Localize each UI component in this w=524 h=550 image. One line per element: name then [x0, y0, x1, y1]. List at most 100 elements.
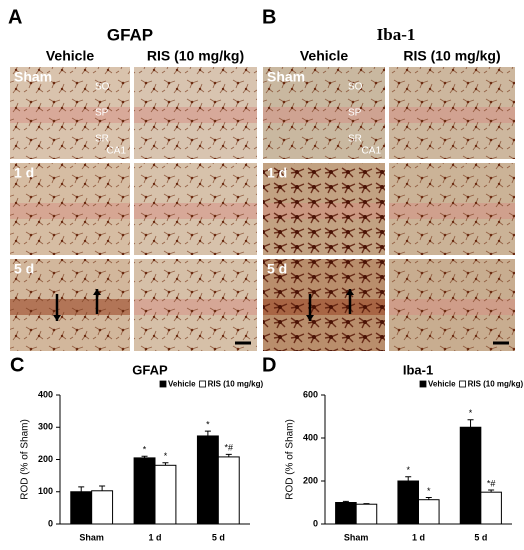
bar [133, 457, 156, 525]
layer-label: SR [95, 134, 109, 145]
bar [154, 464, 177, 525]
significance: *# [487, 478, 496, 488]
panel-letter: C [10, 354, 24, 376]
y-tick-label: 0 [48, 518, 53, 528]
texture [10, 67, 130, 159]
legend-swatch [159, 380, 167, 388]
arrow-head [93, 289, 101, 295]
layer-label: SO [95, 82, 110, 93]
error-bar [425, 497, 432, 500]
chart-title: GFAP [132, 362, 168, 377]
bar [217, 456, 240, 525]
y-axis-label: ROD (% of Sham) [20, 419, 31, 500]
error-bar [204, 430, 211, 436]
legend-label: RIS (10 mg/kg) [208, 380, 264, 389]
region-label: CA1 [362, 146, 382, 157]
legend-label: RIS (10 mg/kg) [468, 380, 524, 389]
significance: * [143, 445, 147, 455]
error-bar [488, 489, 495, 493]
layer-label: SR [348, 134, 362, 145]
region-label: CA1 [107, 146, 127, 157]
bar [91, 490, 114, 525]
x-tick-label: Sham [79, 532, 104, 542]
error-bar [363, 503, 370, 505]
error-bar [141, 455, 148, 458]
significance: * [427, 486, 431, 496]
layer-label: SP [348, 108, 362, 119]
error-bar [405, 476, 412, 481]
texture [134, 259, 257, 351]
texture [10, 259, 130, 351]
legend-swatch [199, 380, 206, 388]
legend-swatch [459, 380, 466, 388]
significance: *# [225, 443, 234, 453]
error-bar [342, 500, 349, 503]
bar [459, 426, 482, 525]
y-tick-label: 300 [38, 422, 53, 432]
row-label: 5 d [267, 261, 287, 277]
x-tick-label: 5 d [212, 532, 225, 542]
row-label: 5 d [14, 261, 34, 277]
row-label: Sham [14, 69, 52, 85]
layer-label: SO [348, 82, 363, 93]
row-label: 1 d [267, 165, 287, 181]
legend-label: Vehicle [428, 380, 456, 389]
arrow-head [306, 315, 314, 321]
arrow-head [346, 289, 354, 295]
y-tick-label: 0 [313, 518, 318, 528]
chart-title: Iba-1 [403, 362, 433, 377]
y-tick-label: 600 [303, 389, 318, 399]
error-bar [225, 453, 232, 457]
y-tick-label: 400 [303, 432, 318, 442]
arrow-head [53, 315, 61, 321]
bar [418, 499, 440, 525]
bar [397, 480, 419, 525]
bar [70, 491, 93, 525]
significance: * [164, 451, 168, 461]
column-header: Vehicle [300, 48, 348, 64]
significance: * [206, 419, 210, 429]
bar [480, 491, 502, 525]
error-bar [99, 485, 106, 491]
texture [389, 259, 515, 351]
texture [10, 163, 130, 255]
x-tick-label: 1 d [148, 532, 161, 542]
error-bar [78, 486, 85, 492]
legend-label: Vehicle [168, 380, 196, 389]
y-tick-label: 200 [303, 475, 318, 485]
column-header: RIS (10 mg/kg) [403, 48, 500, 64]
panel-letter: A [8, 6, 22, 28]
column-header: Vehicle [46, 48, 94, 64]
error-bar [467, 419, 474, 428]
column-header: RIS (10 mg/kg) [147, 48, 244, 64]
panel-letter: D [262, 354, 276, 376]
texture [134, 67, 257, 159]
significance: * [469, 408, 473, 418]
legend-swatch [419, 380, 427, 388]
y-axis-label: ROD (% of Sham) [285, 419, 296, 500]
y-tick-label: 100 [38, 486, 53, 496]
texture [263, 67, 385, 159]
texture [389, 163, 515, 255]
x-tick-label: Sham [344, 532, 369, 542]
bar [335, 502, 357, 525]
layer-label: SP [95, 108, 109, 119]
significance: * [406, 465, 410, 475]
x-tick-label: 5 d [474, 532, 487, 542]
panel-title: GFAP [107, 25, 153, 44]
row-label: 1 d [14, 165, 34, 181]
panel-title: Iba-1 [377, 25, 416, 44]
panel-letter: B [262, 6, 276, 28]
x-tick-label: 1 d [412, 532, 425, 542]
texture [134, 163, 257, 255]
y-tick-label: 200 [38, 454, 53, 464]
texture [389, 67, 515, 159]
error-bar [162, 462, 169, 466]
bar [196, 435, 219, 525]
texture [263, 259, 385, 351]
bar [355, 503, 378, 525]
row-label: Sham [267, 69, 305, 85]
texture [263, 163, 385, 255]
y-tick-label: 400 [38, 389, 53, 399]
